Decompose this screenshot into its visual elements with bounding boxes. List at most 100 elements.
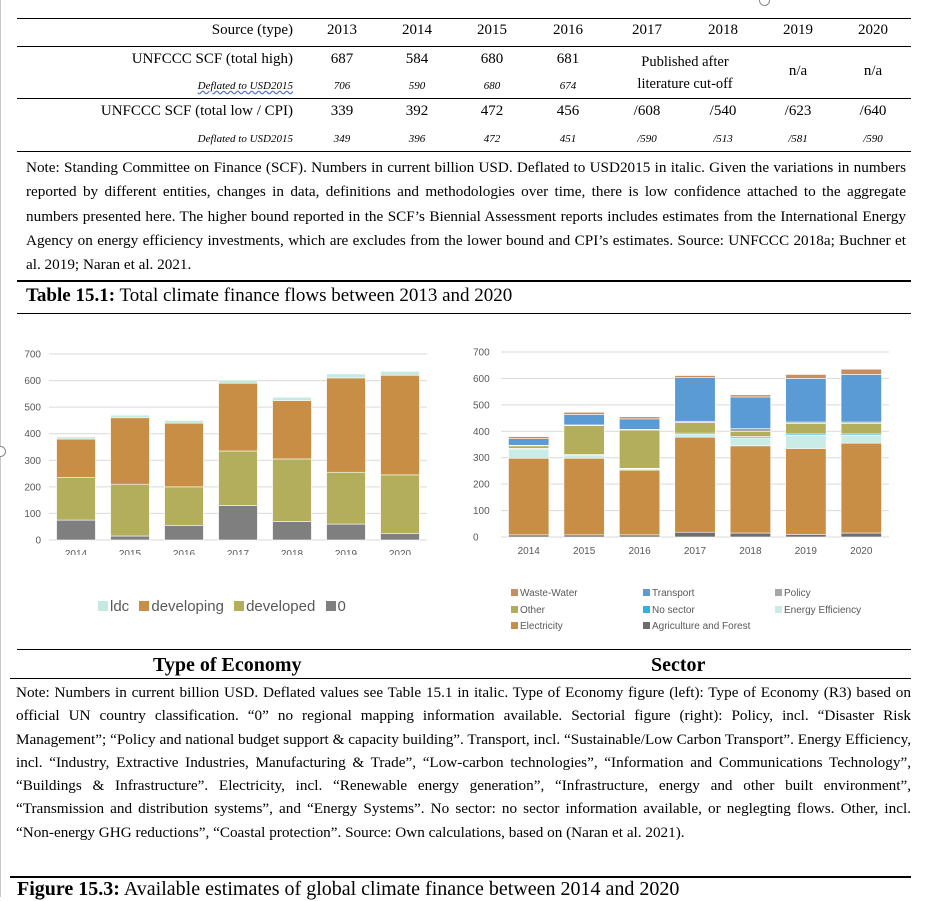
chart-type-of-economy: 0 100 200 300 400 500 600 700 2014 2015 2016 2017 20…	[24, 350, 427, 555]
table-caption-text: Total climate finance flows between 2013…	[115, 285, 513, 306]
bar-segment	[563, 425, 605, 455]
table-header-year: 2019	[783, 22, 813, 38]
published-note-line2: literature cut-off	[637, 76, 733, 92]
table-caption: Table 15.1: Total climate finance flows …	[26, 285, 512, 307]
table-header-year: 2013	[327, 22, 357, 38]
bar-segment	[619, 416, 661, 420]
bar-segment	[110, 535, 150, 541]
bar-segment	[619, 534, 661, 538]
bar-segment	[326, 373, 366, 379]
bar-segment	[272, 397, 312, 401]
bar-segment	[729, 396, 771, 429]
resize-handle-top[interactable]	[759, 0, 770, 6]
y-tick-label: 600	[473, 374, 490, 385]
table-cell-na: n/a	[788, 63, 808, 79]
table-cell-deflated: /581	[788, 133, 808, 145]
y-tick-label: 700	[473, 348, 490, 359]
table-cell: 584	[405, 51, 429, 67]
table-header-year: 2020	[858, 22, 888, 38]
bar-segment	[785, 534, 827, 538]
x-tick-label: 2014	[65, 549, 88, 555]
y-tick-label: 300	[473, 453, 490, 464]
bar-segment	[380, 374, 420, 476]
bar-segment	[785, 434, 827, 449]
y-tick-label: 100	[24, 509, 41, 520]
bar-segment	[840, 423, 882, 435]
table-header-year: 2018	[708, 22, 738, 38]
bar-segment	[840, 434, 882, 444]
resize-handle-left[interactable]	[0, 446, 6, 457]
bar-segment	[56, 436, 96, 440]
bar-segment	[326, 523, 366, 541]
chart-caption-left: Type of Economy	[153, 654, 302, 676]
bar-segment	[619, 418, 661, 430]
x-tick-label: 2019	[795, 546, 818, 557]
table-cell: /608	[633, 103, 661, 119]
bar-segment	[326, 471, 366, 525]
table-header-year: 2017	[632, 22, 662, 38]
row-label-deflated-high: Deflated to USD2015	[197, 80, 293, 92]
bar-segment	[840, 374, 882, 423]
table-cell-deflated: 674	[559, 80, 577, 92]
bar-segment	[326, 377, 366, 473]
table-cell-deflated: 472	[483, 133, 501, 145]
bar-segment	[110, 417, 150, 485]
table-cell: 687	[330, 51, 354, 67]
bar-segment	[563, 411, 605, 415]
legend-item-transport: Transport	[643, 588, 694, 599]
table-header-year: 2014	[402, 22, 432, 38]
bar-segment	[56, 519, 96, 541]
row-label-high: UNFCCC SCF (total high)	[131, 51, 293, 67]
table-note: Note: Standing Committee on Finance (SCF…	[26, 159, 906, 274]
table-header-source: Source (type)	[211, 22, 293, 38]
bar-segment	[563, 454, 605, 459]
bar-segment	[729, 394, 771, 398]
bar-segment	[164, 422, 204, 488]
published-note: Published after literature cut-off	[610, 51, 760, 95]
figure-caption-text: Available estimates of global climate fi…	[119, 878, 680, 900]
bar-segment	[218, 505, 258, 541]
table-cell-deflated: 590	[408, 80, 426, 92]
bar-segment	[272, 400, 312, 460]
table-cell: /623	[784, 103, 812, 119]
published-note-line1: Published after	[641, 54, 729, 70]
table-cell-deflated: 680	[483, 80, 501, 92]
bar-segment	[674, 422, 716, 434]
table-cell: /540	[709, 103, 737, 119]
bar-segment	[164, 486, 204, 526]
x-tick-label: 2016	[173, 549, 196, 555]
legend-item-0: 0	[325, 598, 346, 615]
y-tick-label: 200	[473, 480, 490, 491]
bar-segment	[674, 377, 716, 422]
bar-segment	[380, 533, 420, 541]
table-cell: 392	[405, 103, 429, 119]
bar-segment	[272, 521, 312, 541]
y-tick-label: 0	[473, 533, 479, 544]
bar-segment	[164, 420, 204, 424]
y-tick-label: 400	[24, 429, 41, 440]
legend-item-developed: developed	[234, 598, 315, 615]
bar-segment	[110, 414, 150, 419]
figure-caption-label: Figure 15.3:	[17, 878, 120, 900]
chart-sector: 0 100 200 300 400 500 600 700 2014 2015 2016 2017 20…	[473, 348, 889, 557]
table-cell: 680	[480, 51, 504, 67]
bar-segment	[840, 532, 882, 538]
bar-segment	[674, 436, 716, 533]
x-tick-label: 2020	[389, 549, 412, 555]
bar-segment	[674, 434, 716, 438]
bar-segment	[56, 477, 96, 521]
bar-segment	[218, 382, 258, 452]
legend-item-ldc: ldc	[98, 598, 129, 615]
x-tick-label: 2014	[518, 546, 541, 557]
bar-segment	[508, 448, 550, 459]
bar-segment	[840, 368, 882, 375]
table-header-year: 2016	[553, 22, 583, 38]
legend-item-agriculture-forest: Agriculture and Forest	[643, 621, 750, 632]
bar-segment	[785, 448, 827, 535]
y-tick-label: 0	[35, 536, 41, 547]
bar-segment	[508, 457, 550, 536]
table-cell: 472	[480, 103, 504, 119]
bar-segment	[164, 525, 204, 541]
legend-item-electricity: Electricity	[511, 621, 563, 632]
bar-segment	[272, 458, 312, 522]
